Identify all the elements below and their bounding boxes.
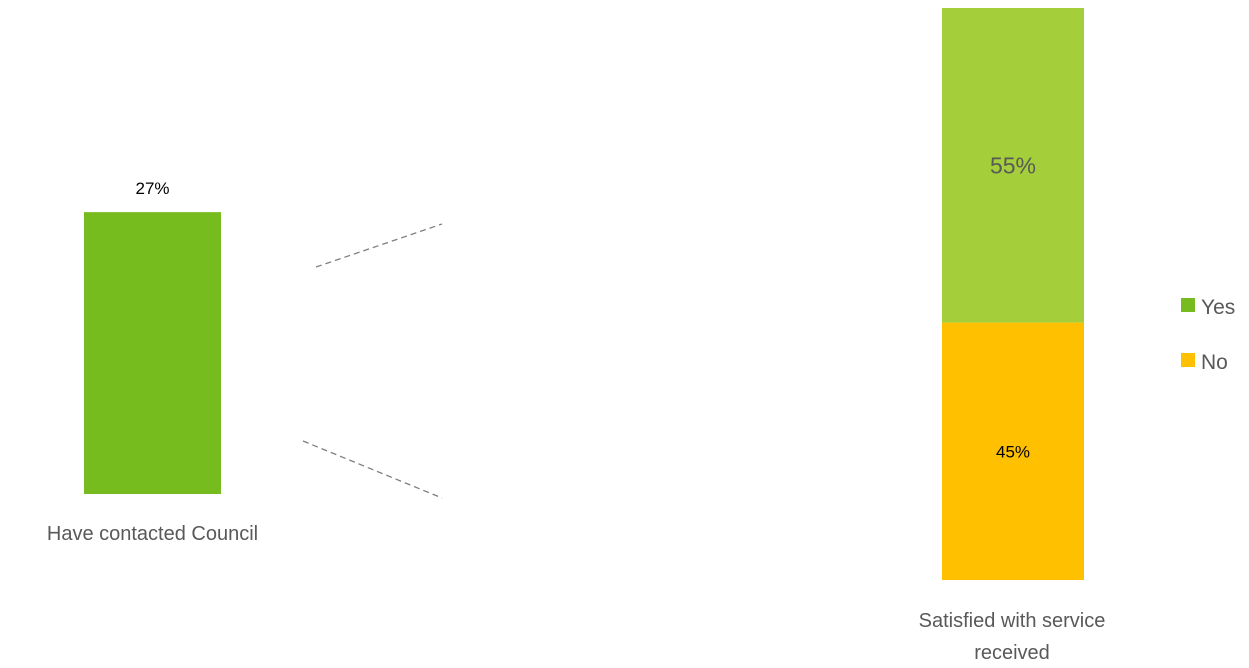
bar-have-contacted-council [84,212,221,494]
bar-segment-yes [942,8,1084,323]
connector-line-top [315,223,443,268]
connector-lines [302,223,443,499]
data-label-yes: 55% [990,152,1036,178]
contacted-chart: 27% Have contacted Council [47,179,258,545]
legend-item-no: No [1181,351,1228,374]
connector-line-bottom [302,440,443,499]
legend-swatch-no [1181,353,1195,367]
data-label-no: 45% [996,442,1030,461]
legend: Yes No [1181,296,1235,374]
bar-segment-no [942,322,1084,580]
category-label-satisfied-line-2: received [974,642,1050,664]
legend-label-yes: Yes [1201,296,1235,319]
legend-swatch-yes [1181,298,1195,312]
satisfaction-chart: 55% 45% Satisfied with service received [919,8,1106,664]
legend-item-yes: Yes [1181,296,1235,319]
category-label-satisfied-line-1: Satisfied with service [919,610,1106,632]
category-label-have-contacted-council: Have contacted Council [47,523,258,545]
data-label-contacted: 27% [135,179,169,198]
legend-label-no: No [1201,351,1228,374]
